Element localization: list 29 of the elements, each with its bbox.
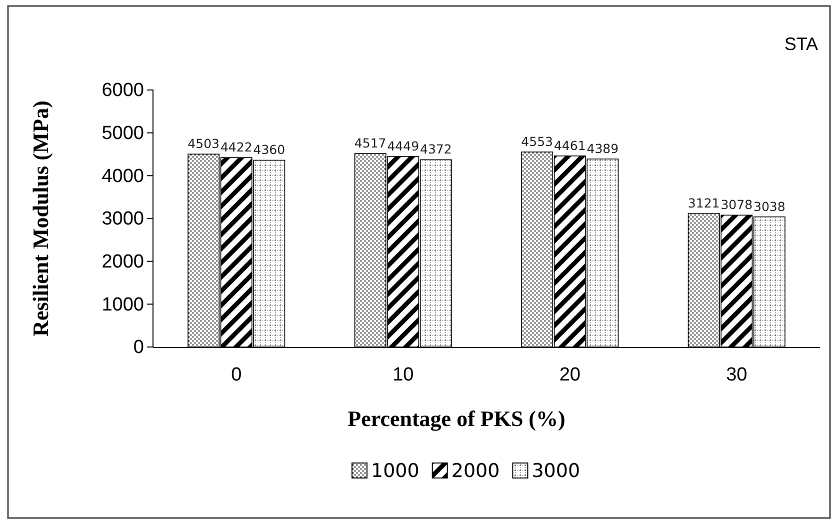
data-label: 3038	[754, 198, 786, 214]
y-tick-label: 6000	[102, 80, 144, 102]
x-tick-label: 20	[559, 364, 580, 386]
data-label: 4553	[521, 134, 553, 149]
data-label: 4372	[420, 142, 452, 157]
data-label: 4422	[220, 140, 252, 155]
x-tick-label: 30	[726, 364, 748, 386]
legend-label: 3000	[532, 460, 580, 482]
data-label: 4461	[554, 138, 586, 153]
y-tick-label: 5000	[102, 122, 144, 144]
legend-label: 1000	[371, 460, 420, 482]
x-axis-title: Percentage of PKS (%)	[348, 406, 566, 431]
data-label: 4389	[586, 141, 619, 156]
x-tick-label: 10	[392, 364, 414, 386]
y-tick-label: 2000	[102, 251, 144, 272]
y-tick-label: 0	[133, 337, 144, 358]
y-tick-label: 3000	[102, 208, 144, 230]
data-label: 4360	[253, 142, 286, 158]
data-label: 4503	[188, 136, 220, 152]
data-label: 4517	[354, 136, 386, 151]
y-tick-label: 1000	[102, 294, 144, 316]
y-tick-label: 4000	[102, 166, 144, 187]
data-label: 4449	[387, 138, 420, 154]
data-label: 3078	[720, 197, 753, 212]
legend-label: 2000	[451, 460, 500, 482]
x-tick-label: 0	[231, 364, 242, 386]
chart-title: STA	[784, 34, 818, 54]
data-label: 3121	[688, 195, 720, 210]
y-axis-title: Resilient Modulus (MPa)	[28, 100, 53, 336]
